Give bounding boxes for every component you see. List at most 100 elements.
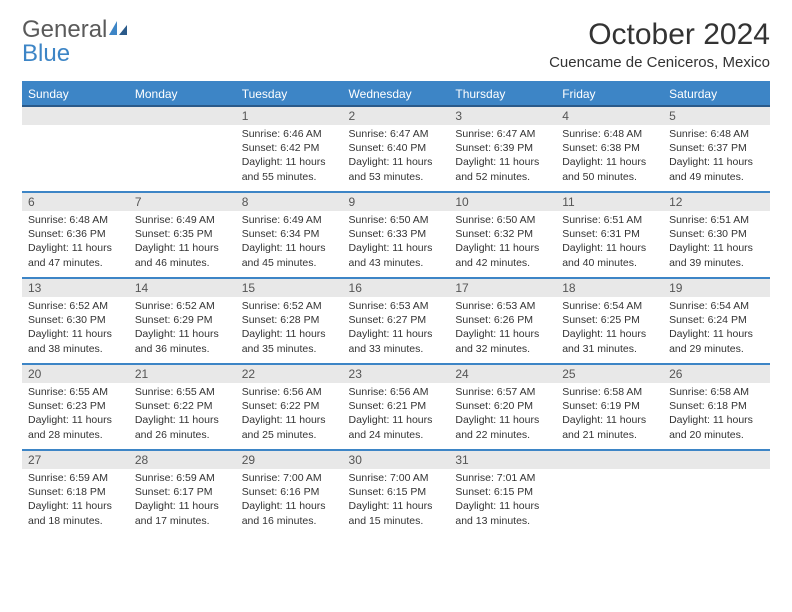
day-cell: 27Sunrise: 6:59 AMSunset: 6:18 PMDayligh… — [22, 450, 129, 536]
sunset-text: Sunset: 6:23 PM — [28, 399, 123, 413]
daylight-text: Daylight: 11 hours and 40 minutes. — [562, 241, 657, 269]
daylight-text: Daylight: 11 hours and 43 minutes. — [349, 241, 444, 269]
daylight-text: Daylight: 11 hours and 24 minutes. — [349, 413, 444, 441]
calendar-wrap: SundayMondayTuesdayWednesdayThursdayFrid… — [22, 81, 770, 536]
sunrise-text: Sunrise: 6:52 AM — [135, 299, 230, 313]
day-cell: 16Sunrise: 6:53 AMSunset: 6:27 PMDayligh… — [343, 278, 450, 364]
sunrise-text: Sunrise: 6:46 AM — [242, 127, 337, 141]
day-number: 25 — [556, 365, 663, 383]
sunrise-text: Sunrise: 6:50 AM — [349, 213, 444, 227]
sunrise-text: Sunrise: 6:58 AM — [669, 385, 764, 399]
day-cell: 9Sunrise: 6:50 AMSunset: 6:33 PMDaylight… — [343, 192, 450, 278]
sunset-text: Sunset: 6:27 PM — [349, 313, 444, 327]
day-body: Sunrise: 6:59 AMSunset: 6:18 PMDaylight:… — [22, 469, 129, 534]
sunset-text: Sunset: 6:38 PM — [562, 141, 657, 155]
sunset-text: Sunset: 6:35 PM — [135, 227, 230, 241]
weekday-header: Monday — [129, 83, 236, 106]
day-number: 2 — [343, 107, 450, 125]
day-cell: 30Sunrise: 7:00 AMSunset: 6:15 PMDayligh… — [343, 450, 450, 536]
day-cell: 19Sunrise: 6:54 AMSunset: 6:24 PMDayligh… — [663, 278, 770, 364]
sunset-text: Sunset: 6:19 PM — [562, 399, 657, 413]
sunrise-text: Sunrise: 6:53 AM — [349, 299, 444, 313]
daylight-text: Daylight: 11 hours and 53 minutes. — [349, 155, 444, 183]
sunset-text: Sunset: 6:20 PM — [455, 399, 550, 413]
sunset-text: Sunset: 6:26 PM — [455, 313, 550, 327]
sunrise-text: Sunrise: 6:48 AM — [28, 213, 123, 227]
day-body: Sunrise: 6:47 AMSunset: 6:39 PMDaylight:… — [449, 125, 556, 190]
weekday-header: Thursday — [449, 83, 556, 106]
sunset-text: Sunset: 6:30 PM — [669, 227, 764, 241]
day-cell: 15Sunrise: 6:52 AMSunset: 6:28 PMDayligh… — [236, 278, 343, 364]
day-number: 5 — [663, 107, 770, 125]
day-body: Sunrise: 6:50 AMSunset: 6:33 PMDaylight:… — [343, 211, 450, 276]
day-number-empty — [22, 107, 129, 125]
daylight-text: Daylight: 11 hours and 18 minutes. — [28, 499, 123, 527]
daylight-text: Daylight: 11 hours and 55 minutes. — [242, 155, 337, 183]
day-cell: 11Sunrise: 6:51 AMSunset: 6:31 PMDayligh… — [556, 192, 663, 278]
daylight-text: Daylight: 11 hours and 49 minutes. — [669, 155, 764, 183]
day-body: Sunrise: 6:48 AMSunset: 6:36 PMDaylight:… — [22, 211, 129, 276]
day-body: Sunrise: 6:53 AMSunset: 6:26 PMDaylight:… — [449, 297, 556, 362]
logo-sail-icon — [107, 19, 129, 42]
day-cell: 25Sunrise: 6:58 AMSunset: 6:19 PMDayligh… — [556, 364, 663, 450]
day-cell — [22, 106, 129, 192]
logo: General Blue — [22, 18, 129, 66]
daylight-text: Daylight: 11 hours and 45 minutes. — [242, 241, 337, 269]
sunset-text: Sunset: 6:15 PM — [455, 485, 550, 499]
sunrise-text: Sunrise: 6:52 AM — [28, 299, 123, 313]
sunrise-text: Sunrise: 6:50 AM — [455, 213, 550, 227]
day-number: 17 — [449, 279, 556, 297]
sunset-text: Sunset: 6:17 PM — [135, 485, 230, 499]
day-body: Sunrise: 6:54 AMSunset: 6:25 PMDaylight:… — [556, 297, 663, 362]
day-body: Sunrise: 6:58 AMSunset: 6:19 PMDaylight:… — [556, 383, 663, 448]
sunset-text: Sunset: 6:34 PM — [242, 227, 337, 241]
daylight-text: Daylight: 11 hours and 39 minutes. — [669, 241, 764, 269]
day-cell: 1Sunrise: 6:46 AMSunset: 6:42 PMDaylight… — [236, 106, 343, 192]
day-cell: 28Sunrise: 6:59 AMSunset: 6:17 PMDayligh… — [129, 450, 236, 536]
sunrise-text: Sunrise: 7:01 AM — [455, 471, 550, 485]
day-cell: 22Sunrise: 6:56 AMSunset: 6:22 PMDayligh… — [236, 364, 343, 450]
day-body: Sunrise: 6:53 AMSunset: 6:27 PMDaylight:… — [343, 297, 450, 362]
day-number: 7 — [129, 193, 236, 211]
day-number: 6 — [22, 193, 129, 211]
month-title: October 2024 — [549, 18, 770, 52]
day-number: 16 — [343, 279, 450, 297]
day-number: 27 — [22, 451, 129, 469]
day-cell: 8Sunrise: 6:49 AMSunset: 6:34 PMDaylight… — [236, 192, 343, 278]
day-cell: 7Sunrise: 6:49 AMSunset: 6:35 PMDaylight… — [129, 192, 236, 278]
daylight-text: Daylight: 11 hours and 35 minutes. — [242, 327, 337, 355]
day-body: Sunrise: 6:56 AMSunset: 6:22 PMDaylight:… — [236, 383, 343, 448]
day-number-empty — [663, 451, 770, 469]
day-cell: 18Sunrise: 6:54 AMSunset: 6:25 PMDayligh… — [556, 278, 663, 364]
sunrise-text: Sunrise: 7:00 AM — [242, 471, 337, 485]
day-cell: 4Sunrise: 6:48 AMSunset: 6:38 PMDaylight… — [556, 106, 663, 192]
day-cell: 21Sunrise: 6:55 AMSunset: 6:22 PMDayligh… — [129, 364, 236, 450]
day-body: Sunrise: 6:49 AMSunset: 6:34 PMDaylight:… — [236, 211, 343, 276]
sunset-text: Sunset: 6:37 PM — [669, 141, 764, 155]
day-number: 20 — [22, 365, 129, 383]
week-row: 1Sunrise: 6:46 AMSunset: 6:42 PMDaylight… — [22, 106, 770, 192]
day-cell: 26Sunrise: 6:58 AMSunset: 6:18 PMDayligh… — [663, 364, 770, 450]
day-number: 21 — [129, 365, 236, 383]
daylight-text: Daylight: 11 hours and 31 minutes. — [562, 327, 657, 355]
day-body: Sunrise: 6:51 AMSunset: 6:30 PMDaylight:… — [663, 211, 770, 276]
sunrise-text: Sunrise: 7:00 AM — [349, 471, 444, 485]
weekday-header: Saturday — [663, 83, 770, 106]
sunrise-text: Sunrise: 6:52 AM — [242, 299, 337, 313]
daylight-text: Daylight: 11 hours and 47 minutes. — [28, 241, 123, 269]
weekday-header-row: SundayMondayTuesdayWednesdayThursdayFrid… — [22, 83, 770, 106]
day-body: Sunrise: 6:59 AMSunset: 6:17 PMDaylight:… — [129, 469, 236, 534]
daylight-text: Daylight: 11 hours and 33 minutes. — [349, 327, 444, 355]
daylight-text: Daylight: 11 hours and 17 minutes. — [135, 499, 230, 527]
day-cell: 20Sunrise: 6:55 AMSunset: 6:23 PMDayligh… — [22, 364, 129, 450]
day-number-empty — [129, 107, 236, 125]
daylight-text: Daylight: 11 hours and 46 minutes. — [135, 241, 230, 269]
sunrise-text: Sunrise: 6:48 AM — [669, 127, 764, 141]
daylight-text: Daylight: 11 hours and 15 minutes. — [349, 499, 444, 527]
sunset-text: Sunset: 6:33 PM — [349, 227, 444, 241]
sunset-text: Sunset: 6:24 PM — [669, 313, 764, 327]
sunrise-text: Sunrise: 6:51 AM — [562, 213, 657, 227]
sunrise-text: Sunrise: 6:54 AM — [562, 299, 657, 313]
day-cell: 31Sunrise: 7:01 AMSunset: 6:15 PMDayligh… — [449, 450, 556, 536]
day-body: Sunrise: 6:56 AMSunset: 6:21 PMDaylight:… — [343, 383, 450, 448]
